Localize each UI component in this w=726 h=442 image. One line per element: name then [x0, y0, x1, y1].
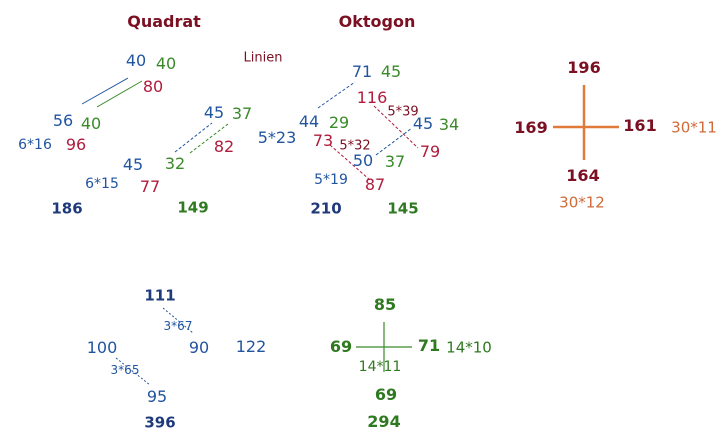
- blue-group-dash-upper: [162, 307, 194, 334]
- oktogon-sum-green: 145: [387, 199, 419, 218]
- oktogon-dash-blue-upper: [317, 81, 356, 109]
- quadrat-right-blue: 45: [203, 103, 225, 122]
- heading-quadrat: Quadrat: [127, 12, 201, 31]
- blue-group-top: 111: [144, 286, 176, 305]
- quadrat-mid-mult: 6*16: [18, 137, 52, 153]
- cross-red-bottom: 164: [566, 166, 600, 185]
- oktogon-left-red: 73: [312, 131, 334, 150]
- blue-group-left-mult: 3*65: [110, 363, 140, 377]
- oktogon-top-mult: 5*39: [387, 104, 419, 120]
- quadrat-line-green: [96, 80, 143, 108]
- oktogon-low-mult: 5*19: [314, 172, 348, 188]
- oktogon-mid-mult: 5*32: [339, 138, 371, 154]
- blue-group-top-mult: 3*67: [163, 319, 193, 333]
- quadrat-low-red: 77: [139, 177, 161, 196]
- blue-group-bottom: 95: [146, 387, 168, 406]
- oktogon-left-blue: 44: [298, 112, 320, 131]
- oktogon-right-green: 34: [438, 115, 460, 134]
- cross-red-right: 161: [623, 116, 657, 135]
- quadrat-mid-red: 96: [65, 135, 87, 154]
- quadrat-top-green: 40: [155, 54, 177, 73]
- oktogon-right-red: 79: [419, 142, 441, 161]
- cross-green-bottom: 69: [374, 385, 398, 404]
- cross-green-center-mult: 14*11: [358, 359, 402, 375]
- oktogon-dash-red-upper: [373, 105, 419, 149]
- cross-red-bottom-mult: 30*12: [559, 193, 605, 212]
- cross-red-right-mult: 30*11: [671, 118, 717, 137]
- quadrat-low-mult: 6*15: [85, 176, 119, 192]
- cross-green-left: 69: [329, 337, 353, 356]
- quadrat-dash-blue: [174, 122, 213, 153]
- quadrat-dash-green: [189, 123, 229, 154]
- quadrat-right-green: 37: [231, 104, 253, 123]
- quadrat-sum-green: 149: [177, 198, 209, 217]
- quadrat-sum-blue: 186: [51, 199, 83, 218]
- quadrat-low-blue: 45: [122, 155, 144, 174]
- quadrat-mid-blue: 56: [52, 111, 74, 130]
- oktogon-left-mult: 5*23: [257, 128, 297, 147]
- quadrat-right-red: 82: [213, 137, 235, 156]
- oktogon-right-blue: 45: [412, 114, 434, 133]
- cross-green-top: 85: [373, 295, 397, 314]
- blue-group-far-right: 122: [235, 337, 267, 356]
- oktogon-low-green: 37: [384, 152, 406, 171]
- blue-group-sum: 396: [144, 413, 176, 432]
- oktogon-dash-red-lower: [329, 144, 371, 181]
- cross-green-right: 71: [417, 336, 441, 355]
- label-linien: Linien: [243, 50, 283, 66]
- blue-group-right: 90: [188, 338, 210, 357]
- oktogon-dash-blue-lower: [375, 127, 413, 156]
- oktogon-top-green: 45: [380, 62, 402, 81]
- quadrat-line-blue: [81, 77, 129, 105]
- cross-red-top: 196: [567, 58, 601, 77]
- oktogon-low-red: 87: [364, 175, 386, 194]
- oktogon-sum-blue: 210: [310, 199, 342, 218]
- quadrat-mid-green: 40: [80, 114, 102, 133]
- oktogon-low-blue: 50: [352, 151, 374, 170]
- quadrat-top-blue: 40: [125, 51, 147, 70]
- heading-oktogon: Oktogon: [338, 12, 416, 31]
- oktogon-top-red: 116: [356, 88, 388, 107]
- cross-green-sum: 294: [367, 412, 401, 431]
- oktogon-left-green: 29: [328, 113, 350, 132]
- quadrat-top-red: 80: [142, 77, 164, 96]
- cross-green-right-mult: 14*10: [446, 338, 492, 357]
- quadrat-low-green: 32: [164, 154, 186, 173]
- blue-group-left: 100: [86, 338, 118, 357]
- blue-group-dash-lower: [115, 357, 151, 386]
- oktogon-top-blue: 71: [351, 62, 373, 81]
- cross-red-left: 169: [514, 118, 548, 137]
